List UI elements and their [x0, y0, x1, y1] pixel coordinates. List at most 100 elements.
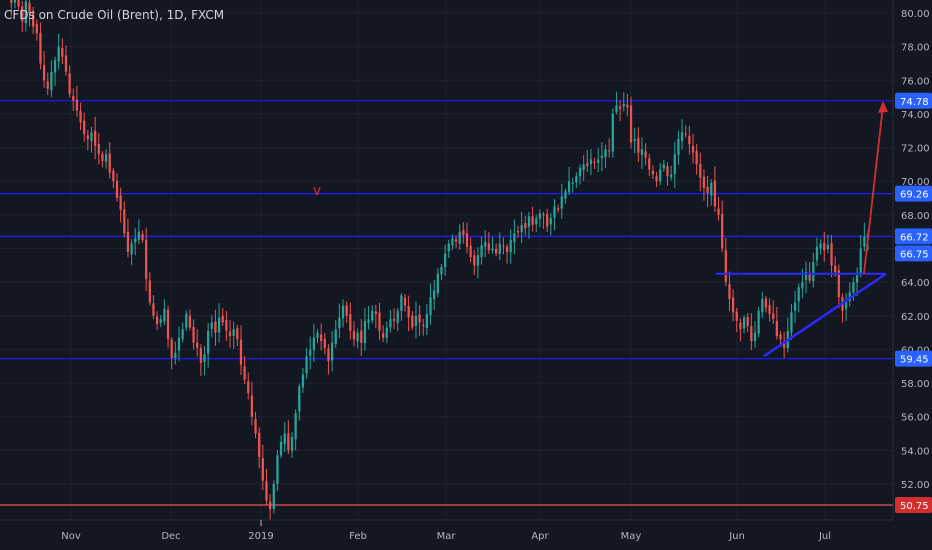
candle-body [761, 298, 764, 313]
candle-body [808, 273, 811, 281]
candle-up [480, 236, 483, 265]
candle-up [742, 314, 746, 334]
candle-down [115, 173, 119, 202]
candle-down [735, 307, 738, 332]
candle-down [629, 96, 633, 149]
candle-down [728, 271, 731, 312]
candle-up [484, 230, 487, 258]
candle-up [174, 341, 177, 365]
candle-down [75, 85, 79, 117]
candle-body [72, 96, 75, 101]
candle-down [648, 154, 651, 177]
candle-body [382, 333, 385, 338]
candle-up [597, 147, 600, 173]
candle-body [217, 317, 221, 333]
candle-down [221, 308, 224, 326]
candle-down [145, 227, 148, 292]
candle-body [516, 231, 520, 233]
candle-up [513, 219, 516, 255]
candle-down [320, 323, 323, 351]
candle-up [443, 244, 447, 276]
level-price-label: 50.75 [900, 501, 929, 512]
candle-body [804, 272, 808, 280]
candle-down [148, 272, 151, 306]
candle-up [812, 252, 815, 288]
candle-up [185, 310, 188, 331]
candle-body [699, 164, 702, 178]
candle-body [724, 249, 727, 283]
candle-up [622, 92, 625, 112]
candle-body [797, 287, 800, 302]
y-tick-label: 80.00 [901, 9, 930, 20]
level-price-label: 66.72 [900, 232, 929, 243]
candle-body [637, 137, 640, 153]
candle-up [298, 383, 301, 421]
candle-down [155, 311, 159, 331]
candle-down [524, 215, 527, 236]
candle-body [498, 243, 501, 254]
candle-body [163, 309, 166, 322]
candle-up [385, 321, 388, 344]
candle-down [265, 468, 268, 506]
candle-down [61, 38, 64, 64]
candle-body [578, 167, 582, 177]
candle-down [374, 304, 377, 329]
candle-down [228, 320, 232, 348]
candle-body [422, 324, 425, 326]
candle-body [21, 6, 24, 22]
candle-body [458, 231, 461, 244]
candle-down [268, 494, 272, 523]
candle-body [97, 144, 100, 155]
y-tick-label: 78.00 [901, 43, 930, 54]
candle-body [819, 243, 822, 249]
candle-body [46, 81, 49, 89]
candle-body [677, 139, 680, 155]
candle-down [837, 264, 840, 309]
y-tick-label: 56.00 [901, 413, 930, 424]
candle-body [589, 159, 593, 165]
candle-up [553, 199, 556, 230]
candle-down [345, 301, 348, 323]
candle-body [90, 132, 93, 142]
candle-down [724, 238, 727, 287]
horizontal-levels [0, 100, 893, 506]
candle-down [516, 225, 520, 238]
candle-up [804, 261, 808, 294]
candle-body [115, 180, 119, 199]
v-marker: v [313, 183, 321, 199]
candle-body [691, 145, 695, 153]
candle-down [830, 234, 833, 278]
candle-body [254, 419, 257, 434]
candle-body [141, 234, 144, 241]
candle-down [17, 0, 20, 10]
candle-up [24, 0, 28, 32]
candle-body [717, 208, 720, 215]
candle-up [582, 155, 585, 181]
candle-body [735, 311, 738, 321]
level-price-label: 74.78 [900, 97, 929, 108]
candle-up [414, 301, 418, 339]
candle-body [17, 0, 20, 7]
candle-body [688, 136, 691, 145]
candle-up [564, 188, 567, 204]
candle-body [451, 238, 454, 246]
candle-up [363, 308, 367, 351]
candle-down [166, 305, 170, 348]
candle-body [728, 284, 731, 299]
candle-body [10, 0, 13, 3]
candle-up [844, 293, 848, 321]
candle-up [567, 166, 571, 196]
candle-down [418, 305, 421, 336]
candle-down [505, 243, 509, 264]
candle-up [826, 234, 830, 254]
candle-up [181, 322, 184, 343]
candle-body [462, 230, 465, 236]
candle-down [119, 187, 122, 223]
candle-body [323, 338, 326, 348]
candle-body [181, 329, 184, 339]
time-axis[interactable]: Nov Dec 2019 Feb Mar Apr May Jun Jul [61, 520, 831, 542]
candle-body [185, 314, 188, 328]
candle-up [104, 149, 108, 169]
candle-up [549, 212, 552, 236]
candle-up [232, 321, 235, 349]
